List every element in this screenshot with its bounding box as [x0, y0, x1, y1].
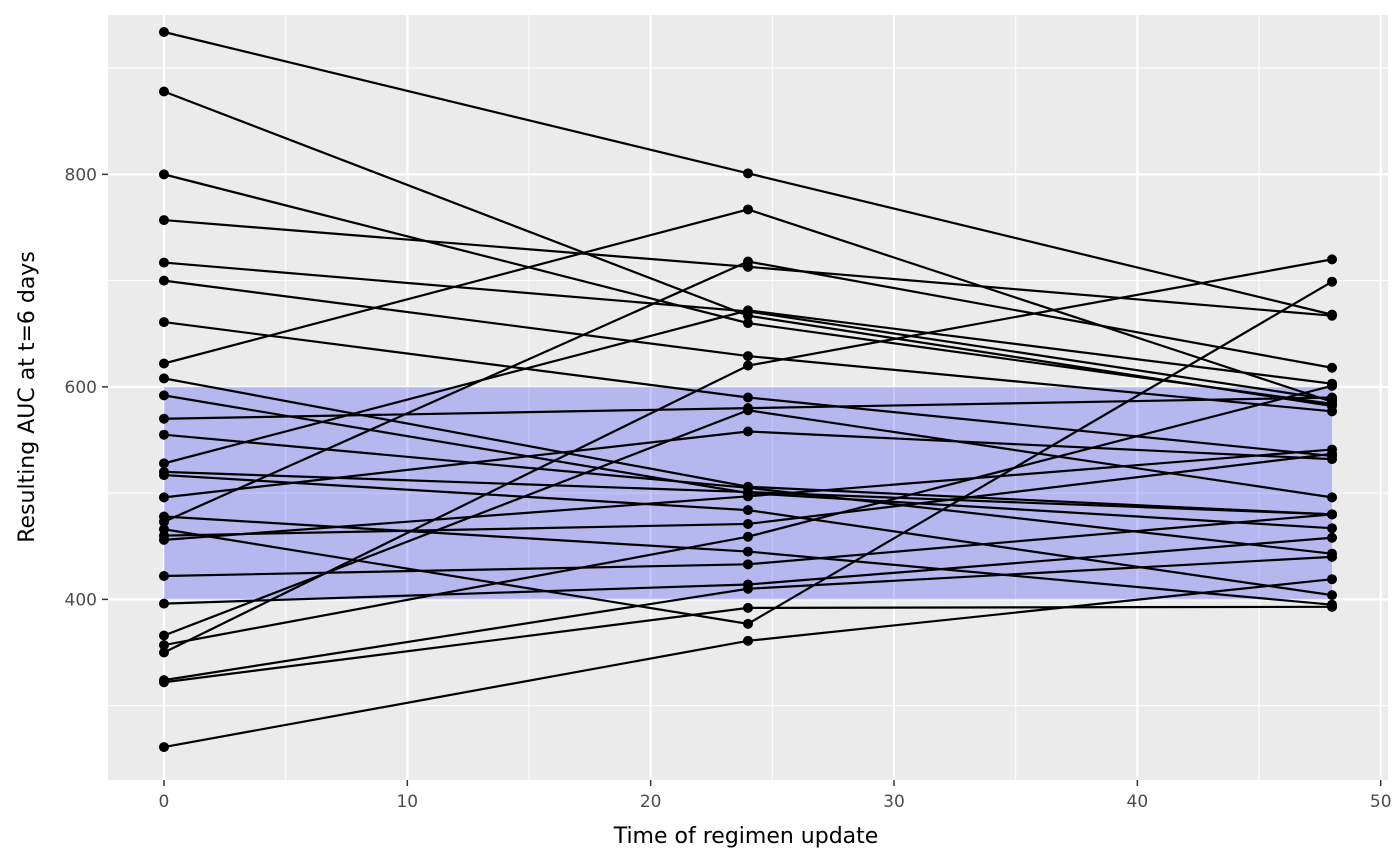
data-point	[158, 275, 169, 286]
data-point	[1327, 551, 1338, 562]
data-point	[158, 647, 169, 658]
x-tick-label: 10	[396, 792, 418, 812]
data-point	[158, 458, 169, 469]
data-point	[743, 635, 753, 646]
data-point	[743, 505, 753, 516]
x-tick-label: 0	[159, 792, 170, 812]
data-point	[158, 358, 169, 369]
data-point	[158, 742, 169, 753]
data-point	[1327, 406, 1338, 417]
data-point	[1327, 444, 1338, 455]
data-point	[743, 426, 753, 437]
data-point	[158, 571, 169, 581]
data-point	[743, 204, 753, 215]
data-point	[1327, 532, 1338, 543]
data-point	[1327, 509, 1338, 520]
data-point	[158, 516, 169, 527]
data-point	[1327, 276, 1338, 287]
x-tick-label: 50	[1370, 792, 1392, 812]
data-point	[1327, 392, 1338, 403]
data-point	[158, 373, 169, 384]
data-point	[158, 598, 169, 609]
data-point	[743, 618, 753, 629]
data-point	[158, 413, 169, 424]
data-point	[743, 351, 753, 362]
data-point	[1327, 492, 1338, 503]
data-point	[743, 531, 753, 542]
data-point	[158, 534, 169, 545]
data-point	[158, 257, 169, 268]
data-point	[743, 305, 753, 316]
data-point	[158, 677, 169, 688]
data-point	[743, 559, 753, 570]
x-axis-title: Time of regimen update	[613, 824, 879, 849]
data-point	[158, 215, 169, 226]
y-tick-label: 600	[65, 378, 97, 398]
data-point	[158, 470, 169, 481]
data-point	[743, 392, 753, 403]
data-point	[158, 169, 169, 180]
y-axis-title: Resulting AUC at t=6 days	[15, 251, 40, 543]
data-point	[743, 546, 753, 557]
data-point	[743, 256, 753, 267]
data-point	[158, 86, 169, 97]
data-point	[743, 583, 753, 594]
points-layer	[158, 27, 1338, 753]
data-point	[1327, 254, 1338, 265]
data-point	[158, 429, 169, 440]
data-point	[1327, 601, 1338, 612]
data-point	[158, 27, 169, 37]
data-point	[743, 318, 753, 329]
data-point	[1327, 310, 1338, 321]
data-point	[1327, 362, 1338, 373]
data-point	[743, 518, 753, 529]
data-point	[743, 491, 753, 502]
data-point	[158, 640, 169, 651]
data-point	[1327, 380, 1338, 391]
data-point	[1327, 523, 1338, 534]
axes: 0 10 20 30 40 50 400 600 800	[65, 165, 1392, 812]
y-tick-label: 800	[65, 165, 97, 185]
x-tick-label: 40	[1127, 792, 1149, 812]
y-tick-label: 400	[65, 590, 97, 610]
data-point	[158, 317, 169, 328]
data-point	[743, 602, 753, 613]
data-point	[1327, 590, 1338, 601]
data-point	[743, 360, 753, 371]
data-point	[743, 405, 753, 416]
data-point	[1327, 574, 1338, 585]
x-tick-label: 20	[640, 792, 662, 812]
data-point	[158, 492, 169, 503]
x-tick-label: 30	[883, 792, 905, 812]
data-point	[743, 168, 753, 179]
data-point	[158, 390, 169, 401]
data-point	[158, 630, 169, 641]
